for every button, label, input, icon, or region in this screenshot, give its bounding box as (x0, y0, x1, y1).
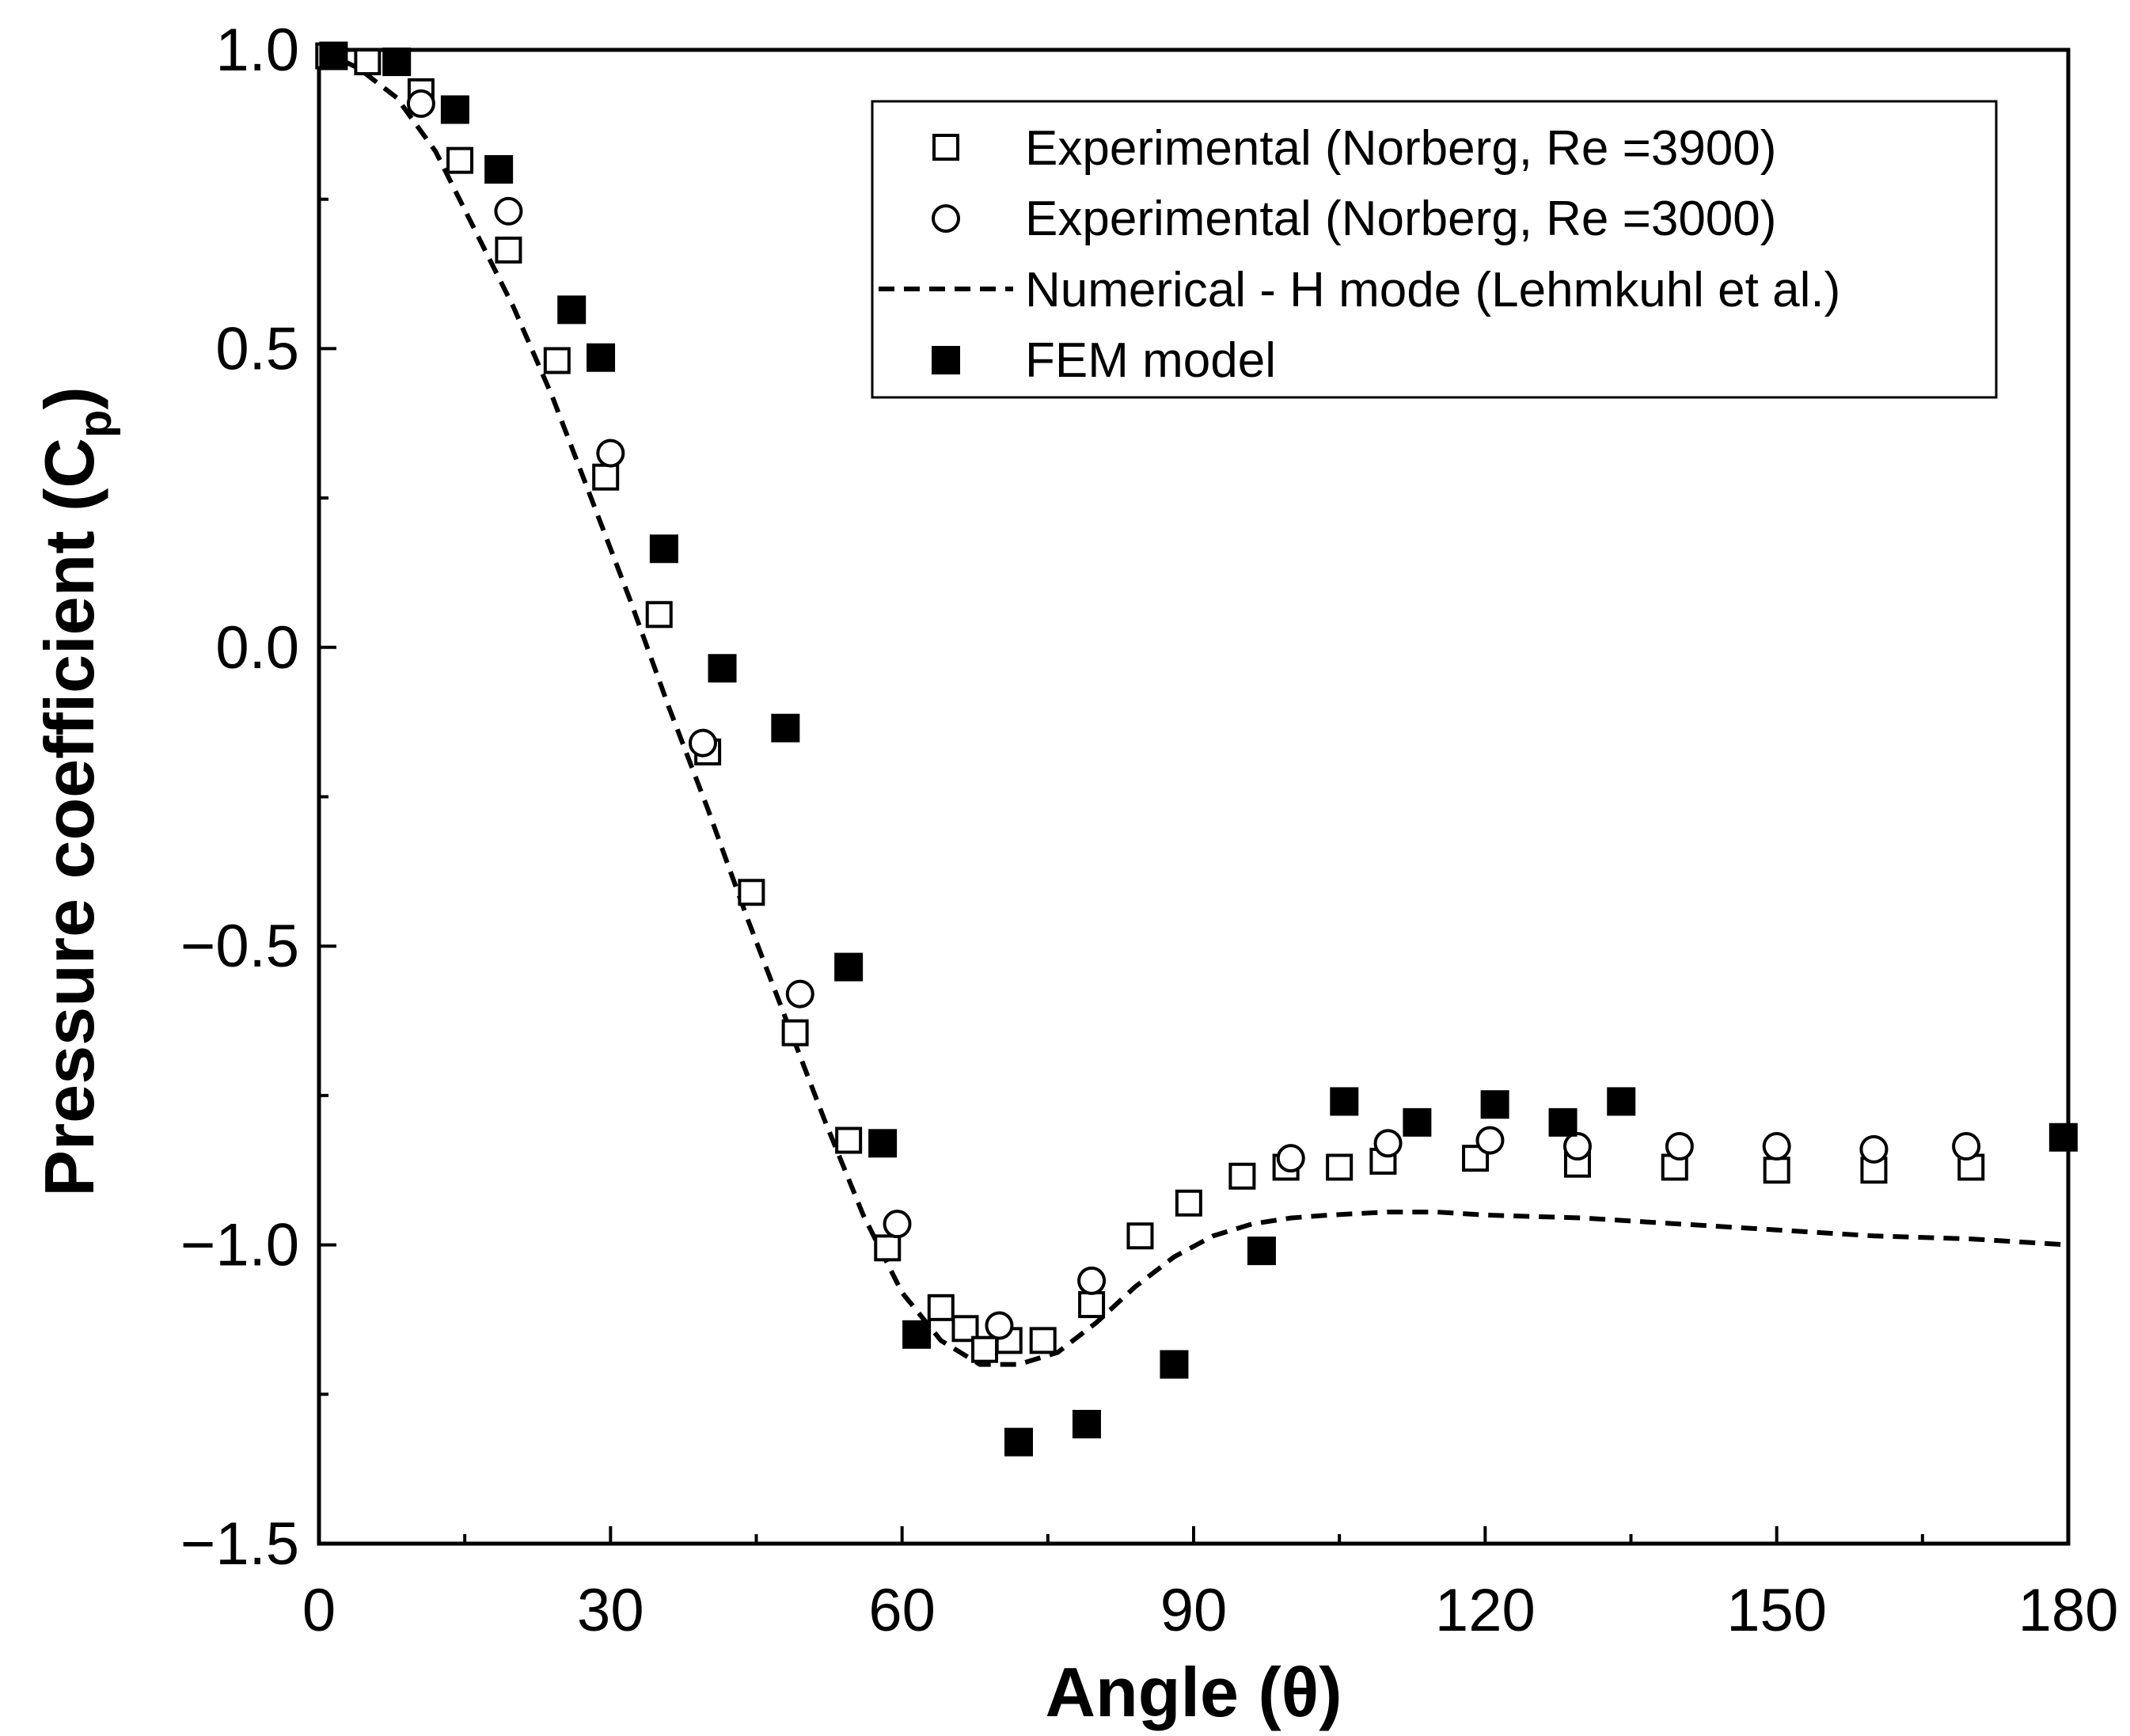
legend-open-square-marker (932, 134, 959, 161)
norberg-3000-point (1276, 1144, 1305, 1173)
legend-label-lehmkuhl: Numerical - H mode (Lehmkuhl et al.) (1025, 263, 1840, 317)
norberg-3900-point (645, 601, 673, 629)
y-tick-label: −1.5 (180, 1510, 299, 1578)
norberg-3000-point (494, 196, 523, 226)
norberg-3900-point (927, 1293, 955, 1321)
norberg-3000-point (596, 439, 625, 468)
norberg-3900-point (495, 236, 522, 264)
y-tick-label: 1.0 (215, 17, 299, 84)
fem-model-point (649, 534, 678, 564)
y-axis-title-close: ) (30, 386, 108, 409)
norberg-3000-point (1373, 1129, 1403, 1158)
norberg-3000-point (1952, 1132, 1981, 1161)
legend-label-norberg-3900: Experimental (Norberg, Re =3900) (1025, 121, 1776, 176)
norberg-3000-point (985, 1311, 1014, 1340)
fem-model-point (771, 713, 800, 743)
x-axis-title: Angle (θ) (1045, 1653, 1342, 1731)
fem-model-point (902, 1320, 932, 1349)
norberg-3000-point (883, 1210, 912, 1239)
norberg-3000-point (688, 728, 717, 758)
norberg-3000-point (1562, 1132, 1592, 1161)
norberg-3900-point (874, 1234, 902, 1262)
norberg-3900-point (1078, 1291, 1106, 1319)
x-tick-label: 120 (1435, 1577, 1536, 1644)
norberg-3900-point (1175, 1189, 1202, 1217)
fem-model-point (2048, 1123, 2078, 1152)
fem-model-point (319, 41, 348, 70)
norberg-3000-point (406, 89, 435, 118)
norberg-3000-point (785, 979, 814, 1009)
legend-box (871, 100, 1998, 399)
norberg-3000-point (1859, 1134, 1889, 1164)
plot-area (315, 41, 2078, 1457)
x-tick-label: 60 (868, 1577, 936, 1644)
y-tick-label: −1.0 (180, 1212, 299, 1279)
y-tick-label: −0.5 (180, 913, 299, 980)
x-tick-label: 180 (2018, 1577, 2119, 1644)
fem-model-point (1004, 1427, 1033, 1457)
fem-model-point (382, 47, 412, 77)
fem-model-point (834, 952, 864, 982)
norberg-3900-point (446, 146, 474, 174)
x-tick-labels: 0 30 60 90 120 150 180 (302, 1577, 2119, 1644)
fem-model-point (440, 95, 469, 124)
norberg-3000-point (1077, 1266, 1107, 1295)
norberg-3900-point (1228, 1162, 1256, 1190)
norberg-3900-point (1126, 1222, 1154, 1250)
numerical-h-mode-line (317, 47, 2069, 1367)
legend-filled-square-marker (932, 346, 960, 374)
legend-open-circle-marker (932, 204, 960, 233)
fem-model-point (1330, 1087, 1359, 1116)
x-tick-label: 30 (577, 1577, 644, 1644)
fem-model-point (1548, 1107, 1578, 1137)
norberg-3900-point (1763, 1157, 1790, 1184)
fem-model-point (868, 1129, 898, 1158)
y-tick-label: 0.0 (215, 614, 299, 682)
fem-model-point (484, 154, 514, 184)
norberg-3900-point (835, 1126, 863, 1154)
fem-model-point (557, 295, 587, 325)
norberg-3900-point (951, 1315, 979, 1343)
norberg-3900-point (543, 347, 571, 374)
legend-label-fem: FEM model (1025, 333, 1276, 388)
y-axis-title-main: Pressure coefficient (C (30, 438, 108, 1197)
legend: Experimental (Norberg, Re =3900) Experim… (871, 100, 1998, 399)
norberg-3000-point (1475, 1126, 1505, 1155)
y-axis-title: Pressure coefficient (Cp) (30, 386, 121, 1196)
x-tick-label: 150 (1726, 1577, 1827, 1644)
norberg-3900-point (354, 48, 382, 76)
y-tick-label: 0.5 (215, 315, 299, 382)
fem-model-point (1072, 1410, 1101, 1439)
norberg-3900-point (971, 1335, 999, 1363)
norberg-3900-point (1326, 1153, 1354, 1181)
x-tick-label: 90 (1160, 1577, 1228, 1644)
norberg-3900-point (1029, 1327, 1057, 1354)
y-axis-title-sub: p (70, 410, 121, 438)
legend-label-norberg-3000: Experimental (Norberg, Re =3000) (1025, 192, 1776, 246)
fem-model-point (1247, 1236, 1276, 1266)
norberg-3000-point (1762, 1132, 1791, 1161)
fem-model-point (1480, 1090, 1509, 1119)
fem-model-point (1160, 1350, 1189, 1379)
fem-model-point (1403, 1107, 1432, 1137)
fem-model-point (708, 654, 737, 683)
norberg-3900-point (738, 879, 765, 906)
x-tick-label: 0 (302, 1577, 336, 1644)
norberg-3900-point (781, 1019, 809, 1047)
fem-model-point (1607, 1087, 1636, 1116)
fem-model-point (587, 343, 616, 372)
norberg-3000-point (1665, 1132, 1694, 1161)
y-tick-labels: 1.0 0.5 0.0 −0.5 −1.0 −1.5 (180, 17, 299, 1578)
norberg-3900-point (592, 463, 620, 491)
